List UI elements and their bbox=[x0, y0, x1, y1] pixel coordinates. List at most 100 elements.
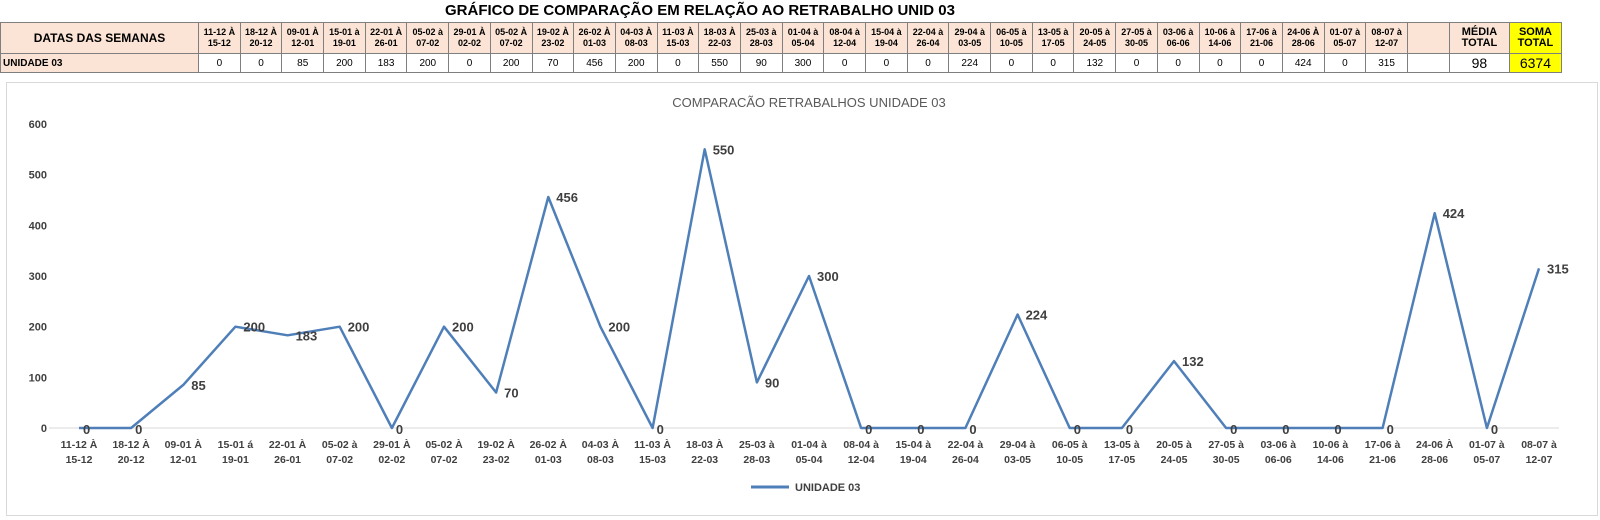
data-label: 0 bbox=[135, 422, 142, 437]
week-value-cell: 0 bbox=[1198, 53, 1242, 73]
week-header-line: 12-04 bbox=[833, 38, 857, 48]
week-header-line: 14-06 bbox=[1208, 38, 1232, 48]
x-tick-label: 03-05 bbox=[1004, 454, 1031, 466]
media-total-header: MÉDIA TOTAL bbox=[1448, 22, 1510, 54]
week-header-line: 18-03 À bbox=[703, 27, 736, 37]
week-header-line: 05-02 À bbox=[495, 27, 528, 37]
x-tick-label: 01-07 à bbox=[1469, 439, 1505, 451]
x-tick-label: 05-07 bbox=[1473, 454, 1500, 466]
week-header-line: 15-03 bbox=[666, 38, 690, 48]
week-header-line: 21-06 bbox=[1250, 38, 1274, 48]
x-tick-label: 30-05 bbox=[1213, 454, 1240, 466]
week-header-cell: 11-12 À 15-12 bbox=[198, 22, 241, 54]
data-label: 0 bbox=[1074, 422, 1081, 437]
x-tick-label: 12-01 bbox=[170, 454, 197, 466]
week-header-cell: 13-05 à 17-05 bbox=[1031, 22, 1075, 54]
data-label: 132 bbox=[1182, 354, 1204, 369]
week-value-cell: 200 bbox=[614, 53, 658, 73]
x-tick-label: 29-04 à bbox=[1000, 439, 1036, 451]
x-tick-label: 06-05 à bbox=[1052, 439, 1088, 451]
data-label: 200 bbox=[243, 320, 265, 335]
x-tick-label: 10-05 bbox=[1056, 454, 1083, 466]
week-value-cell: 200 bbox=[323, 53, 366, 73]
week-header-line: 15-01 à bbox=[329, 27, 360, 37]
x-tick-label: 18-12 À bbox=[112, 438, 150, 451]
x-tick-label: 15-04 à bbox=[895, 439, 931, 451]
week-header-cell: 26-02 À 01-03 bbox=[573, 22, 616, 54]
x-tick-label: 08-03 bbox=[587, 454, 614, 466]
x-tick-label: 14-06 bbox=[1317, 454, 1344, 466]
x-tick-label: 15-12 bbox=[66, 454, 93, 466]
week-header-cell: 22-04 à 26-04 bbox=[906, 22, 950, 54]
week-value-cell: 85 bbox=[281, 53, 325, 73]
week-header-line: 09-01 À bbox=[286, 27, 319, 37]
x-tick-label: 26-02 À bbox=[530, 438, 568, 451]
week-value-cell: 424 bbox=[1281, 53, 1325, 73]
week-header-line: 18-12 À bbox=[245, 27, 278, 37]
week-header-line: 24-06 À bbox=[1287, 27, 1320, 37]
week-header-cell: 08-07 à 12-07 bbox=[1365, 22, 1408, 54]
x-tick-label: 27-05 à bbox=[1208, 439, 1244, 451]
week-header-cell: 18-12 À 20-12 bbox=[239, 22, 283, 54]
week-header-cell: 24-06 À 28-06 bbox=[1281, 22, 1325, 54]
week-header-cell: 11-03 À 15-03 bbox=[656, 22, 700, 54]
data-label: 0 bbox=[1491, 422, 1498, 437]
blank-cell bbox=[1406, 53, 1450, 73]
week-header-cell: 05-02 à 07-02 bbox=[406, 22, 450, 54]
x-tick-label: 05-02 À bbox=[425, 438, 463, 451]
x-tick-label: 22-01 À bbox=[269, 438, 307, 451]
week-value-cell: 0 bbox=[448, 53, 491, 73]
week-header-line: 08-04 à bbox=[829, 27, 860, 37]
x-tick-label: 01-04 à bbox=[791, 439, 827, 451]
data-label: 224 bbox=[1026, 308, 1048, 323]
page-title: GRÁFICO DE COMPARAÇÃO EM RELAÇÃO AO RETR… bbox=[444, 2, 955, 19]
data-label: 183 bbox=[296, 328, 318, 343]
x-tick-label: 15-01 á bbox=[218, 439, 254, 451]
week-value-cell: 0 bbox=[1323, 53, 1367, 73]
week-header-line: 01-03 bbox=[583, 38, 607, 48]
week-header-cell: 15-01 à 19-01 bbox=[323, 22, 366, 54]
week-value-cell: 300 bbox=[781, 53, 825, 73]
week-header-line: 19-02 À bbox=[536, 27, 569, 37]
week-header-cell: 29-01 À 02-02 bbox=[448, 22, 491, 54]
week-header-cell: 10-06 à 14-06 bbox=[1198, 22, 1242, 54]
week-header-line: 29-01 À bbox=[453, 27, 486, 37]
y-tick-label: 500 bbox=[29, 170, 47, 182]
data-label: 456 bbox=[556, 190, 578, 205]
x-tick-label: 19-04 bbox=[900, 454, 927, 466]
legend-entry: UNIDADE 03 bbox=[795, 482, 860, 494]
data-label: 315 bbox=[1547, 261, 1569, 276]
week-value-cell: 0 bbox=[1031, 53, 1075, 73]
x-tick-label: 07-02 bbox=[431, 454, 458, 466]
x-tick-label: 28-03 bbox=[743, 454, 770, 466]
week-value-cell: 0 bbox=[656, 53, 700, 73]
data-label: 0 bbox=[1230, 422, 1237, 437]
x-tick-label: 10-06 à bbox=[1313, 439, 1349, 451]
x-tick-label: 07-02 bbox=[326, 454, 353, 466]
data-label: 300 bbox=[817, 269, 839, 284]
data-label: 0 bbox=[1282, 422, 1289, 437]
media-label-line: MÉDIA bbox=[1461, 26, 1498, 38]
week-header-line: 19-01 bbox=[332, 38, 356, 48]
x-tick-label: 12-04 bbox=[848, 454, 875, 466]
data-label: 424 bbox=[1443, 206, 1465, 221]
week-header-line: 22-04 à bbox=[912, 27, 944, 37]
x-tick-label: 06-06 bbox=[1265, 454, 1292, 466]
row-unit-label: UNIDADE 03 bbox=[0, 53, 199, 73]
data-label: 200 bbox=[452, 320, 474, 335]
y-tick-label: 0 bbox=[41, 423, 47, 435]
week-header-line: 04-03 À bbox=[620, 27, 653, 37]
week-value-cell: 456 bbox=[573, 53, 616, 73]
week-value-cell: 200 bbox=[489, 53, 533, 73]
data-label: 550 bbox=[713, 142, 735, 157]
week-header-line: 01-07 à bbox=[1329, 27, 1361, 37]
series-line-unidade-03 bbox=[79, 148, 1541, 430]
x-tick-label: 02-02 bbox=[378, 454, 405, 466]
x-tick-label: 24-05 bbox=[1161, 454, 1188, 466]
data-label: 200 bbox=[608, 320, 630, 335]
y-tick-label: 300 bbox=[29, 271, 47, 283]
week-header-line: 25-03 à bbox=[746, 27, 777, 37]
week-header-line: 06-06 bbox=[1166, 38, 1190, 48]
week-value-cell: 90 bbox=[739, 53, 783, 73]
data-label: 85 bbox=[191, 378, 205, 393]
